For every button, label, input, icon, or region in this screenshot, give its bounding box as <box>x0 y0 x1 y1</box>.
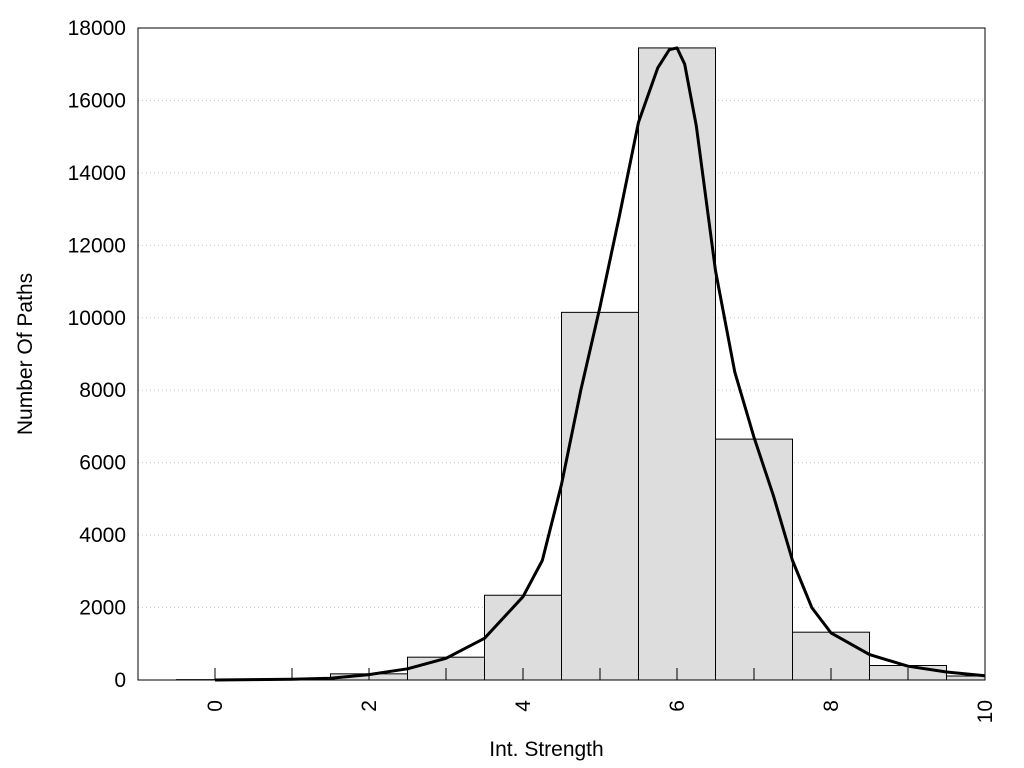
x-tick-label: 4 <box>512 700 535 712</box>
y-tick-label: 14000 <box>68 162 126 185</box>
y-axis-title: Number Of Paths <box>14 273 37 435</box>
y-tick-label: 8000 <box>79 379 126 402</box>
histogram-bar <box>484 594 562 681</box>
histogram-bars <box>176 47 986 681</box>
plot-frame <box>137 27 986 681</box>
x-axis-title: Int. Strength <box>489 738 603 761</box>
x-axis-ticks: 0 2 4 6 8 10 <box>204 668 997 723</box>
x-tick-label: 8 <box>820 700 843 712</box>
y-tick-label: 6000 <box>79 452 126 475</box>
y-tick-label: 18000 <box>68 17 126 40</box>
y-tick-label: 0 <box>114 669 126 692</box>
histogram-bar <box>638 47 716 681</box>
x-tick-label: 0 <box>204 700 227 712</box>
histogram-bar <box>715 438 793 681</box>
y-tick-label: 12000 <box>68 234 126 257</box>
y-tick-label: 4000 <box>79 524 126 547</box>
x-tick-label: 6 <box>666 700 689 712</box>
y-tick-label: 10000 <box>68 307 126 330</box>
y-tick-label: 2000 <box>79 597 126 620</box>
histogram-bar <box>561 311 639 681</box>
y-axis-ticks: 0 2000 4000 6000 8000 10000 12000 14000 16000 180… <box>68 17 126 692</box>
x-tick-label: 10 <box>974 700 997 723</box>
x-tick-label: 2 <box>358 700 381 712</box>
fit-curve <box>214 46 986 682</box>
y-tick-label: 16000 <box>68 89 126 112</box>
